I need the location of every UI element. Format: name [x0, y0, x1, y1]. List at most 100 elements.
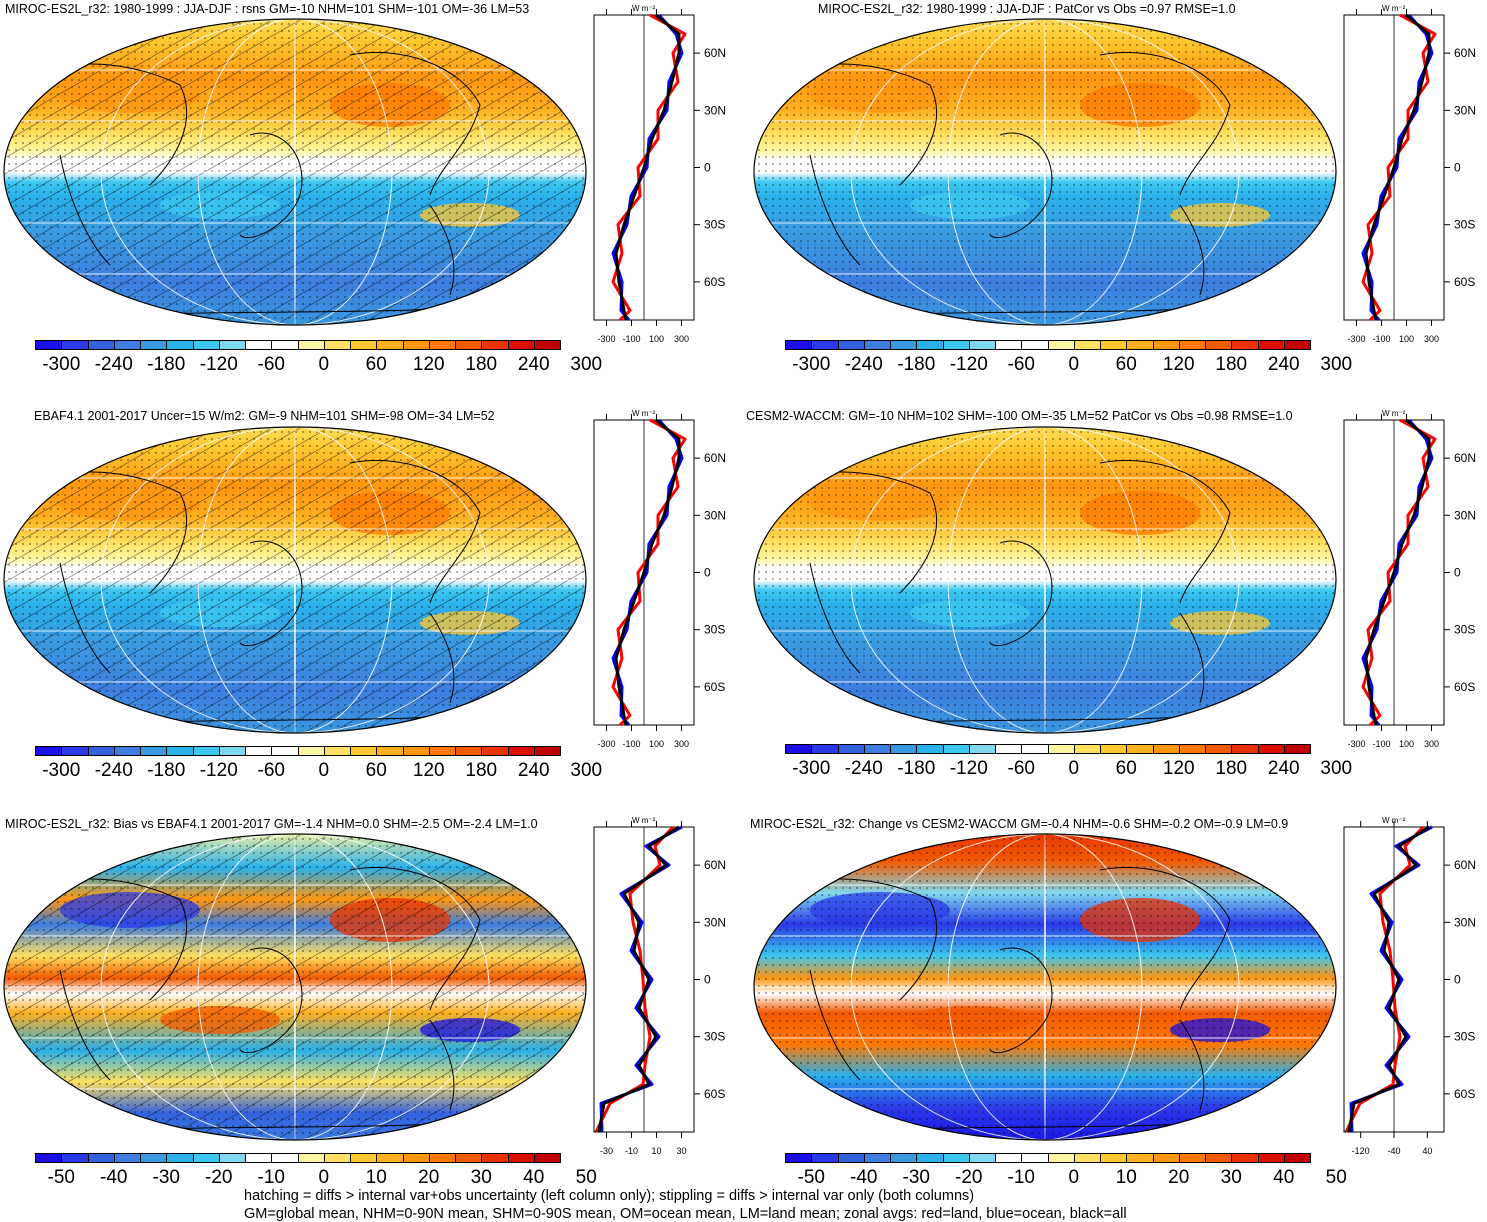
colorbar-cell	[166, 1153, 194, 1163]
colorbar-cell	[942, 744, 970, 754]
colorbar-tick-label: 60	[365, 760, 387, 781]
zonal-x-tick: 10	[651, 1146, 661, 1156]
colorbar-cell	[968, 1153, 996, 1163]
colorbar-cell	[297, 1153, 325, 1163]
colorbar-cell	[455, 340, 483, 350]
colorbar-cell	[1178, 1153, 1206, 1163]
colorbar-cell	[61, 340, 89, 350]
panel-6-zonal-plot: W m⁻² 60N 30N 0 30S 60S -120 -40 40	[1343, 816, 1476, 1156]
zonal-line-all	[614, 13, 681, 321]
colorbar-tick-label: -300	[792, 354, 831, 375]
footer-line-2: GM=global mean, NHM=0-90N mean, SHM=0-90…	[244, 1206, 1127, 1222]
colorbar-cell	[140, 746, 168, 756]
zonal-x-tick: -40	[1387, 1146, 1400, 1156]
colorbar-tick-label: 240	[517, 354, 550, 375]
colorbar-cell	[166, 340, 194, 350]
colorbar-cell	[481, 746, 509, 756]
colorbar-cell	[1073, 1153, 1101, 1163]
zonal-unit-label: W m⁻²	[1382, 816, 1406, 825]
zonal-x-tick: -300	[1347, 739, 1365, 749]
footer-line-1: hatching = diffs > internal var+obs unce…	[244, 1188, 975, 1204]
colorbar-cell	[218, 340, 246, 350]
zonal-y-tick: 30S	[704, 623, 725, 637]
colorbar-cell	[376, 1153, 404, 1163]
colorbar-tick-label: -60	[1007, 354, 1035, 375]
colorbar-tick-label: -180	[897, 758, 936, 779]
colorbar-cell	[140, 1153, 168, 1163]
colorbar-tick-label: 0	[1068, 1167, 1080, 1188]
colorbar-cell	[1073, 340, 1101, 350]
colorbar-cell	[87, 746, 115, 756]
zonal-line-all	[1347, 825, 1430, 1133]
panel-1-map	[3, 18, 587, 326]
colorbar-tick-label: -40	[100, 1167, 128, 1188]
colorbar-cell	[350, 746, 378, 756]
colorbar-cell	[1257, 1153, 1285, 1163]
zonal-line-ocean	[1361, 419, 1434, 726]
colorbar-tick-label: 120	[1162, 354, 1195, 375]
zonal-line-ocean	[599, 825, 683, 1133]
colorbar-cell	[1205, 744, 1233, 754]
colorbar-cell	[192, 1153, 220, 1163]
colorbar-tick-label: 240	[1267, 758, 1300, 779]
zonal-y-tick: 30N	[1454, 915, 1476, 929]
zonal-y-tick: 0	[1454, 161, 1461, 175]
zonal-line-land	[1361, 418, 1437, 727]
colorbar-tick-label: -20	[205, 1167, 233, 1188]
colorbar-cell	[1047, 340, 1075, 350]
zonal-x-tick: -120	[1352, 1146, 1370, 1156]
colorbar-tick-label: -180	[897, 354, 936, 375]
colorbar-tick-label: 180	[465, 760, 498, 781]
colorbar-cell	[140, 340, 168, 350]
colorbar-cell	[245, 746, 273, 756]
colorbar-tick-label: -180	[147, 354, 186, 375]
colorbar-tick-label: -20	[955, 1167, 983, 1188]
zonal-x-tick: -300	[597, 739, 615, 749]
panel-2-zonal-plot: W m⁻² 60N 30N 0 30S 60S -300 -100 100 300	[1343, 4, 1476, 344]
colorbar-tick-label: 50	[575, 1167, 597, 1188]
colorbar-cell	[995, 340, 1023, 350]
colorbar-tick-label: 240	[517, 760, 550, 781]
colorbar-cell	[1152, 1153, 1180, 1163]
colorbar-cell	[61, 1153, 89, 1163]
colorbar-cell	[837, 1153, 865, 1163]
colorbar-cell	[811, 744, 839, 754]
zonal-y-tick: 60N	[704, 46, 726, 60]
colorbar-cell	[785, 744, 813, 754]
colorbar-cell	[916, 1153, 944, 1163]
zonal-y-tick: 60N	[704, 858, 726, 872]
zonal-line-all	[1364, 13, 1431, 321]
colorbar-cell	[1283, 744, 1311, 754]
colorbar-cell	[1047, 744, 1075, 754]
colorbar-cell	[218, 746, 246, 756]
colorbar-tick-label: 10	[365, 1167, 387, 1188]
colorbar-tick-label: 40	[1273, 1167, 1295, 1188]
colorbar-tick-label: 180	[1215, 354, 1248, 375]
zonal-x-tick: 40	[1422, 1146, 1432, 1156]
panel-3-colorbar: -300 -240 -180 -120 -60 0 60 120 180 240 300	[35, 746, 602, 786]
colorbar-cell	[297, 746, 325, 756]
colorbar-cell	[507, 746, 535, 756]
colorbar-cell	[428, 746, 456, 756]
colorbar-tick-label: -240	[94, 760, 133, 781]
colorbar-cell	[428, 1153, 456, 1163]
colorbar-cell	[1073, 744, 1101, 754]
zonal-x-tick: -300	[597, 334, 615, 344]
colorbar-tick-label: 60	[1115, 758, 1137, 779]
colorbar-cell	[863, 744, 891, 754]
colorbar-cell	[890, 1153, 918, 1163]
zonal-line-ocean	[1361, 14, 1434, 321]
zonal-x-tick: 100	[1399, 334, 1414, 344]
zonal-x-tick: -30	[600, 1146, 613, 1156]
colorbar-cell	[350, 1153, 378, 1163]
colorbar-tick-label: -30	[902, 1167, 930, 1188]
zonal-x-tick: 300	[1424, 739, 1439, 749]
colorbar-cell	[218, 1153, 246, 1163]
colorbar-tick-label: -30	[152, 1167, 180, 1188]
colorbar-cell	[533, 746, 561, 756]
zonal-y-tick: 30N	[704, 103, 726, 117]
colorbar-cell	[1205, 1153, 1233, 1163]
zonal-y-tick: 30S	[1454, 1030, 1475, 1044]
colorbar-cell	[1100, 744, 1128, 754]
zonal-y-tick: 0	[1454, 566, 1461, 580]
